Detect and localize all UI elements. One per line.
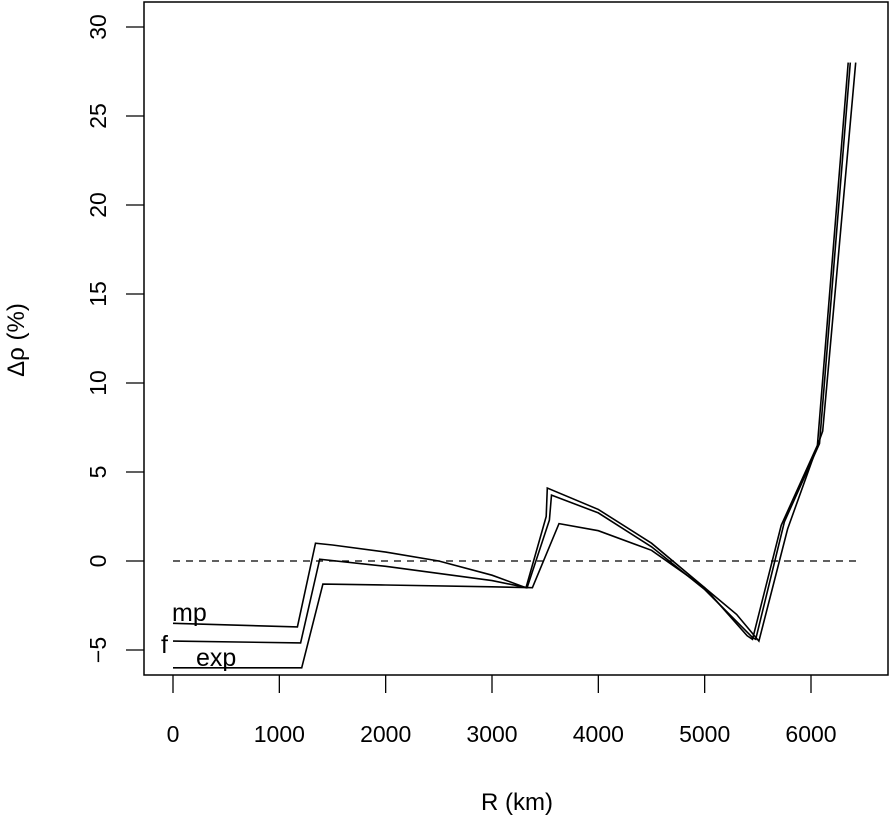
series-labels: mpf exp [161,599,236,672]
series-line-f [172,62,852,644]
x-axis-title: R (km) [481,789,553,816]
x-tick-label: 1000 [254,721,305,747]
x-tick-label: 0 [167,721,180,747]
series-lines [172,62,857,669]
y-tick-label: 5 [85,466,111,479]
x-tick-label: 2000 [360,721,411,747]
y-tick-label: 25 [85,103,111,129]
y-axis-title: Δρ (%) [3,303,30,377]
series-line-mp [172,62,849,641]
x-axis: 0 1000 2000 3000 4000 5000 6000 [167,675,837,747]
y-axis: −5 0 5 10 15 20 25 30 [85,14,144,663]
y-tick-label: 10 [85,370,111,396]
x-tick-label: 5000 [679,721,730,747]
x-tick-label: 4000 [573,721,624,747]
y-tick-label: 0 [85,555,111,568]
plot-frame [143,1,889,676]
series-line-exp [173,62,857,669]
x-tick-label: 6000 [785,721,836,747]
y-tick-label: 30 [85,14,111,40]
y-tick-label: −5 [85,637,111,663]
series-label-mp: mp [172,599,207,627]
series-label-exp: exp [196,644,236,672]
series-label-f: f [161,631,168,659]
y-tick-label: 15 [85,281,111,307]
x-tick-label: 3000 [466,721,517,747]
y-tick-label: 20 [85,192,111,218]
